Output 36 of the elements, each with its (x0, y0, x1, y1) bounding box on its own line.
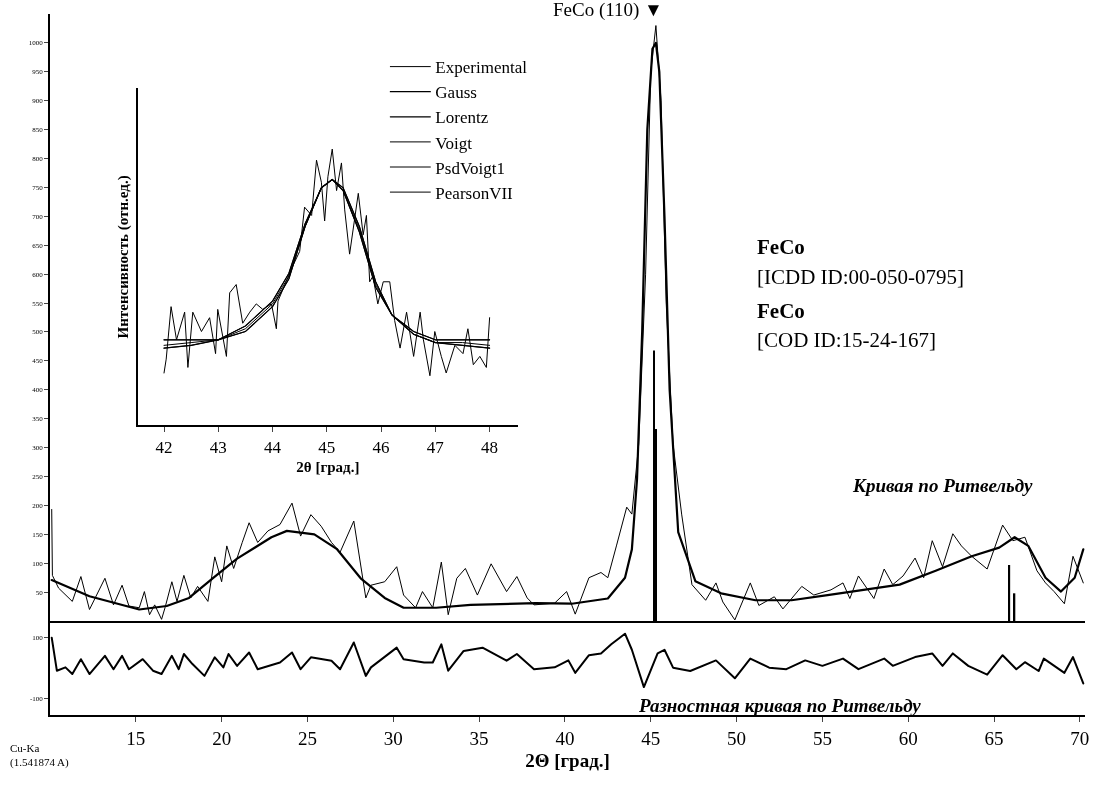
series-label: Разностная кривая по Ритвельду (638, 695, 922, 716)
legend-label: Experimental (435, 58, 528, 78)
x-tick-label: 65 (984, 727, 1004, 749)
x-tick-label: 45 (641, 727, 661, 749)
x-axis-title: 2Θ [град.] (525, 749, 610, 771)
text: Cu-Ka (1.541874 A) (10, 742, 69, 770)
x-tick-label: 45 (318, 437, 336, 457)
x-tick-label: 44 (264, 437, 282, 457)
x-tick-label: 46 (372, 437, 390, 457)
legend-label: PearsonVII (435, 183, 514, 203)
x-tick-label: 40 (555, 727, 575, 749)
x-tick-label: 47 (426, 437, 445, 457)
annotation: [ICDD ID:00-050-0795] (757, 265, 965, 289)
legend-label: Voigt (435, 133, 473, 153)
x-tick-label: 43 (209, 437, 227, 457)
annotation: FeCo (757, 299, 805, 323)
x-tick-label: 15 (126, 727, 146, 749)
annotation: FeCo (110) ▼ (553, 0, 663, 21)
x-tick-label: 30 (383, 727, 403, 749)
annotation: [COD ID:15-24-167] (757, 328, 937, 352)
annotation: FeCo (757, 235, 805, 259)
x-tick-label: 35 (469, 727, 489, 749)
x-axis-title: 2θ [град.] (296, 459, 360, 476)
x-tick-label: 70 (1070, 727, 1090, 749)
x-tick-label: 50 (727, 727, 747, 749)
text: Кривая по Ритвельду (852, 475, 1033, 496)
x-tick-label: 55 (812, 727, 832, 749)
x-tick-label: 48 (481, 437, 499, 457)
x-tick-label: 25 (297, 727, 317, 749)
legend-label: Gauss (435, 83, 477, 103)
legend-label: PsdVoigt1 (435, 158, 505, 178)
x-tick-label: 20 (212, 727, 232, 749)
x-tick-label: 42 (155, 437, 173, 457)
y-axis-title: Интенсивность (отн.ед.) (114, 175, 132, 339)
legend-label: Lorentz (435, 108, 489, 128)
x-tick-label: 60 (898, 727, 918, 749)
